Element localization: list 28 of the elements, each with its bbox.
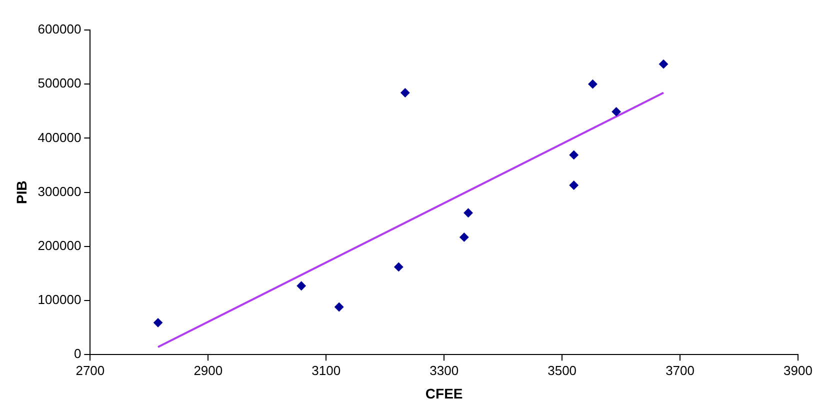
x-axis-title: CFEE: [425, 385, 463, 402]
point: [464, 208, 473, 218]
point: [569, 150, 578, 160]
x-tick-label: 3900: [784, 362, 812, 378]
point: [460, 232, 469, 242]
y-axis-title: PIB: [13, 180, 30, 204]
y-tick-label: 100000: [38, 292, 82, 308]
x-tick-label: 2900: [194, 362, 223, 378]
x-tick-label: 3100: [312, 362, 341, 378]
y-tick-label: 0: [74, 346, 82, 362]
point: [569, 180, 578, 190]
y-tick-label: 400000: [38, 130, 82, 145]
point: [659, 60, 668, 69]
point: [400, 88, 410, 98]
point: [334, 302, 344, 312]
y-tick-label: 300000: [38, 184, 82, 199]
y-tick-label: 600000: [38, 22, 82, 37]
y-tick-label: 500000: [38, 76, 82, 91]
point: [588, 80, 598, 89]
x-tick-label: 3300: [430, 362, 459, 378]
x-tick-label: 2700: [76, 362, 105, 378]
x-tick-label: 3700: [666, 362, 694, 378]
y-tick-label: 200000: [38, 238, 82, 253]
point: [612, 107, 621, 116]
x-tick-label: 3500: [548, 362, 577, 378]
point: [394, 262, 404, 272]
point: [154, 318, 163, 328]
point: [296, 281, 306, 290]
